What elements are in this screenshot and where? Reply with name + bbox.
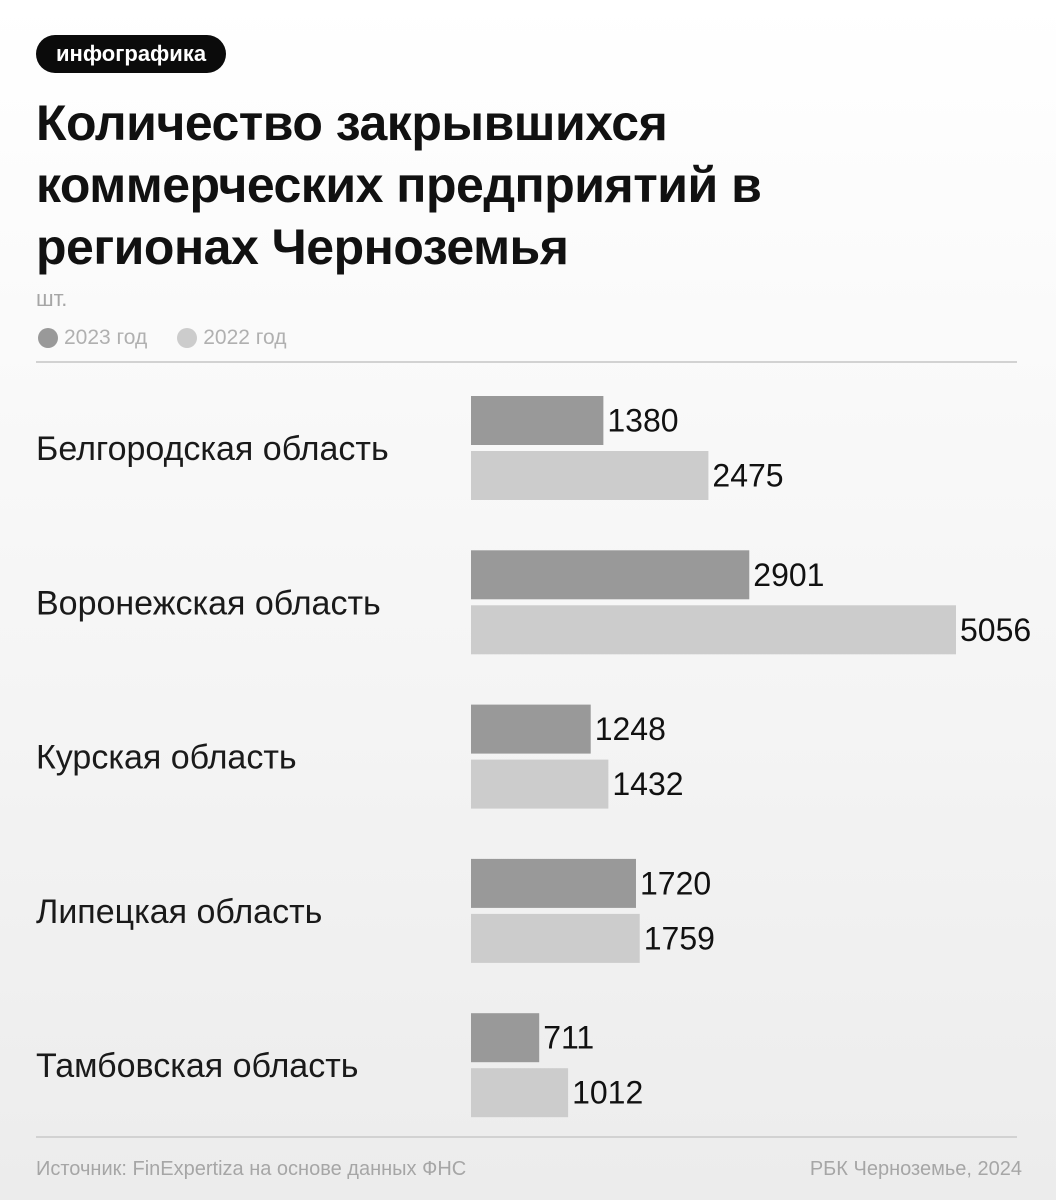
- value-label: 2475: [712, 458, 783, 494]
- legend-item-2023: 2023 год: [38, 326, 147, 350]
- value-label: 1248: [595, 711, 666, 747]
- bar-2023-год: [471, 396, 604, 445]
- bar-2022-год: [471, 451, 709, 500]
- legend-item-2022: 2022 год: [177, 326, 286, 350]
- legend-label-2022: 2022 год: [203, 326, 287, 349]
- unit-label: шт.: [36, 286, 68, 311]
- bottom-divider: [36, 1136, 1017, 1138]
- infographic-tag: инфографика: [36, 35, 227, 73]
- legend: 2023 год 2022 год: [38, 326, 286, 350]
- source-note: Источник: FinExpertiza на основе данных …: [36, 1158, 467, 1180]
- bar-2022-год: [471, 759, 609, 809]
- category-label: Воронежская область: [36, 584, 381, 622]
- bar-2022-год: [471, 1068, 569, 1118]
- top-divider: [36, 361, 1017, 363]
- category-label: Курская область: [36, 739, 297, 777]
- bar-2023-год: [471, 704, 591, 754]
- bar-2023-год: [471, 858, 636, 908]
- legend-swatch-2023: [38, 328, 58, 348]
- value-label: 2901: [753, 557, 824, 593]
- bar-2022-год: [471, 605, 956, 655]
- value-label: 1720: [640, 865, 711, 901]
- legend-label-2023: 2023 год: [64, 326, 148, 349]
- credit-note: РБК Черноземье, 2024: [809, 1158, 1022, 1180]
- value-label: 711: [543, 1020, 594, 1056]
- category-label: Липецкая область: [36, 893, 322, 931]
- value-label: 1432: [612, 766, 683, 802]
- value-label: 5056: [960, 612, 1031, 648]
- value-label: 1759: [644, 920, 715, 956]
- bar-2023-год: [471, 1013, 540, 1063]
- chart-title: Количество закрывшихся коммерческих пред…: [36, 95, 762, 275]
- category-label: Тамбовская область: [36, 1047, 359, 1085]
- value-label: 1380: [607, 403, 678, 439]
- category-label: Белгородская область: [36, 430, 389, 468]
- bar-2023-год: [471, 550, 750, 600]
- legend-swatch-2022: [177, 328, 198, 348]
- value-label: 1012: [572, 1075, 643, 1111]
- bar-2022-год: [471, 913, 640, 963]
